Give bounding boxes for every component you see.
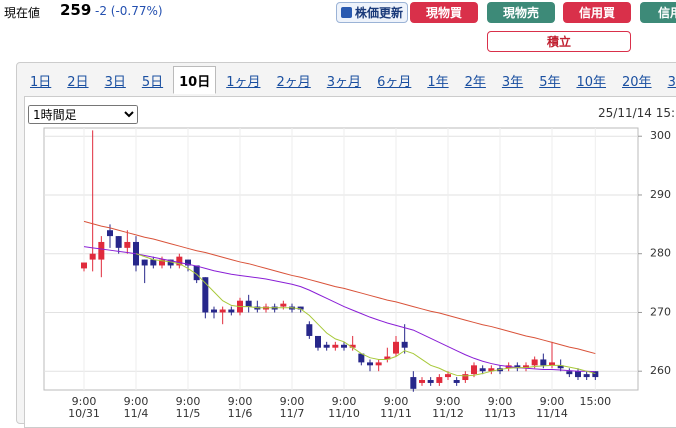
- cash-sell-button[interactable]: 現物売: [487, 2, 555, 23]
- margin-sell-button[interactable]: 信用: [640, 2, 676, 23]
- period-tabs: 1日 2日 3日 5日 10日 1ヶ月 2ヶ月 3ヶ月 6ヶ月 1年 2年 3年 5年 10年 20年 30年: [24, 66, 676, 94]
- price: 259: [60, 1, 92, 19]
- savings-button[interactable]: 積立: [487, 31, 631, 52]
- period-tab[interactable]: 1年: [427, 75, 449, 90]
- price-label: 現在値: [4, 6, 41, 20]
- price-change: -2 (-0.77%): [95, 4, 163, 18]
- period-tab[interactable]: 6ヶ月: [377, 75, 412, 90]
- period-tab[interactable]: 1日: [30, 75, 52, 90]
- refresh-icon: [340, 7, 352, 18]
- period-tab[interactable]: 20年: [622, 75, 652, 90]
- period-tab[interactable]: 2年: [464, 75, 486, 90]
- period-tab[interactable]: 3日: [104, 75, 126, 90]
- interval-select[interactable]: 1時間足: [28, 105, 138, 124]
- period-tab[interactable]: 30年: [667, 75, 676, 90]
- period-tab[interactable]: 10日: [173, 66, 217, 94]
- period-tab[interactable]: 3年: [501, 75, 524, 90]
- period-tab[interactable]: 5日: [141, 75, 164, 90]
- cash-buy-button[interactable]: 現物買: [410, 2, 478, 23]
- margin-buy-button[interactable]: 信用買: [563, 2, 631, 23]
- period-tab[interactable]: 1ヶ月: [226, 75, 261, 90]
- period-tab[interactable]: 2日: [67, 75, 89, 90]
- period-tab[interactable]: 2ヶ月: [276, 75, 311, 90]
- refresh-button[interactable]: 株価更新: [336, 2, 408, 23]
- refresh-text: 株価更新: [354, 6, 403, 20]
- period-tab[interactable]: 3ヶ月: [326, 75, 362, 90]
- period-tab[interactable]: 5年: [539, 75, 561, 90]
- chart-panel: [24, 96, 676, 428]
- timestamp: 25/11/14 15:: [598, 106, 676, 120]
- period-tab[interactable]: 10年: [576, 75, 607, 90]
